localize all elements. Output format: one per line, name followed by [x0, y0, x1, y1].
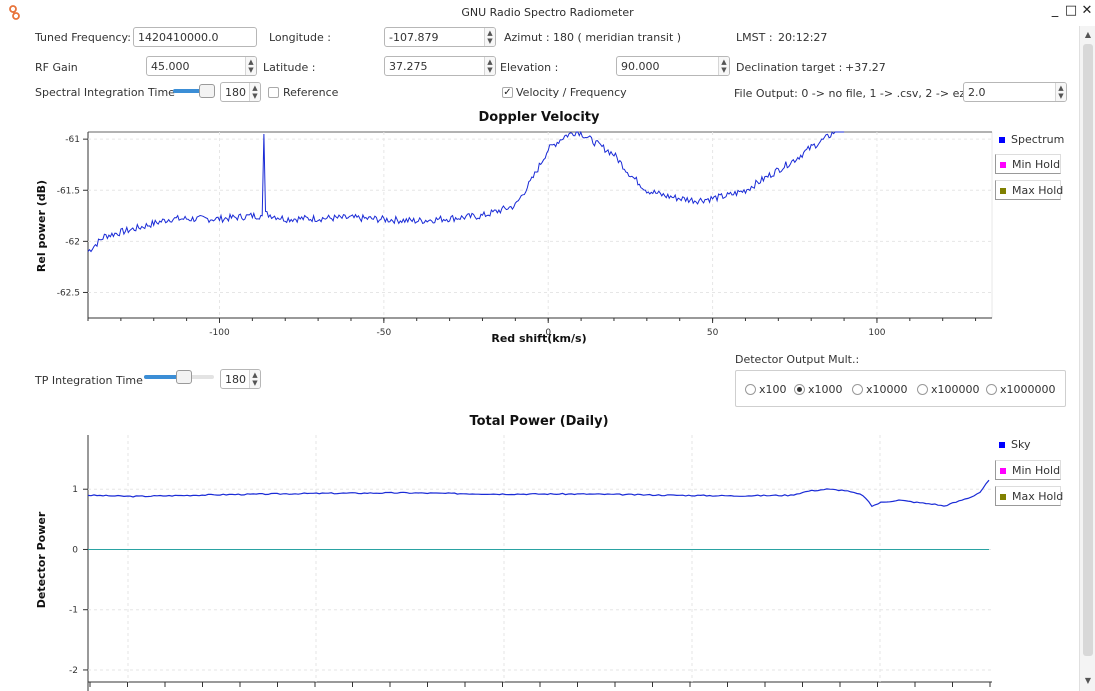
gnuradio-logo-icon — [9, 5, 20, 20]
file-output-label: File Output: 0 -> no file, 1 -> .csv, 2 … — [734, 87, 980, 100]
rf-gain-input[interactable]: 45.000 ▲ ▼ — [146, 56, 257, 76]
legend-tp-max-hold[interactable]: Max Hold — [995, 486, 1063, 506]
legend-max-hold[interactable]: Max Hold — [995, 180, 1063, 200]
spectrum-series-line — [87, 130, 845, 253]
declination-label: Declination target : — [736, 61, 843, 74]
detector-mult-group: x100 x1000 x10000 x100000 x1000000 — [735, 370, 1066, 407]
y-tick-label: -62 — [65, 237, 80, 247]
elevation-label: Elevation : — [500, 61, 559, 74]
spectral-integration-input[interactable]: 180 ▲ ▼ — [220, 82, 261, 102]
title-bar: GNU Radio Spectro Radiometer _ □ ✕ — [0, 0, 1095, 26]
y-tick-label: 0 — [72, 545, 78, 555]
tp-integration-input[interactable]: 180 ▲ ▼ — [220, 369, 261, 389]
lmst-label: LMST : — [736, 31, 773, 44]
latitude-input[interactable]: 37.275 ▲ ▼ — [384, 56, 496, 76]
spectral-integration-slider[interactable] — [173, 84, 215, 98]
radio-x100000[interactable] — [917, 384, 928, 395]
spectral-integration-label: Spectral Integration Time — [35, 86, 175, 99]
x-tick-label: 100 — [868, 328, 885, 338]
radio-x100000-label: x100000 — [931, 383, 980, 396]
minimize-button[interactable]: _ — [1051, 3, 1059, 18]
x-tick-label: -50 — [377, 328, 392, 338]
radio-x1000-label: x1000 — [808, 383, 843, 396]
close-button[interactable]: ✕ — [1081, 3, 1093, 18]
radio-x100[interactable] — [745, 384, 756, 395]
radio-x10000[interactable] — [852, 384, 863, 395]
tuned-frequency-input[interactable]: 1420410000.0 — [133, 27, 257, 47]
doppler-ylabel: Rel power (dB) — [35, 180, 48, 272]
total-power-canvas — [88, 435, 992, 685]
vertical-scrollbar[interactable]: ▲ ▼ — [1079, 26, 1095, 691]
tp-integration-label: TP Integration Time — [35, 374, 143, 387]
latitude-label: Latitude : — [263, 61, 316, 74]
velocity-frequency-label: Velocity / Frequency — [516, 86, 627, 99]
doppler-velocity-plot: Doppler Velocity -100 -50 0 50 100 -61 -61.5 -6… — [35, 110, 993, 345]
total-power-title: Total Power (Daily) — [469, 414, 608, 429]
scroll-up-icon[interactable]: ▲ — [1084, 30, 1092, 39]
radio-x100-label: x100 — [759, 383, 787, 396]
scroll-down-icon[interactable]: ▼ — [1084, 676, 1092, 685]
tp-integration-slider[interactable] — [144, 370, 214, 384]
reference-label: Reference — [283, 86, 339, 99]
file-output-input[interactable]: 2.0 ▲ ▼ — [963, 82, 1067, 102]
radio-x1000000[interactable] — [986, 384, 997, 395]
doppler-canvas — [87, 131, 993, 319]
velocity-frequency-checkbox[interactable]: ✓ — [502, 87, 513, 98]
longitude-input[interactable]: -107.879 ▲ ▼ — [384, 27, 496, 47]
y-tick-label: -61.5 — [57, 186, 80, 196]
declination-value: +37.27 — [845, 61, 886, 74]
radio-x1000000-label: x1000000 — [1000, 383, 1056, 396]
azimut-label: Azimut : 180 ( meridian transit ) — [504, 31, 682, 44]
main-content: Tuned Frequency: 1420410000.0 Longitude … — [27, 26, 1079, 691]
y-tick-label: -62.5 — [57, 288, 80, 298]
maximize-button[interactable]: □ — [1064, 3, 1078, 18]
x-tick-label: 50 — [707, 328, 719, 338]
detector-mult-label: Detector Output Mult.: — [735, 353, 860, 366]
slider-handle[interactable] — [176, 370, 192, 384]
legend-spectrum[interactable]: Spectrum — [995, 133, 1064, 146]
y-tick-label: -1 — [69, 606, 78, 616]
legend-min-hold[interactable]: Min Hold — [995, 154, 1061, 174]
tuned-frequency-label: Tuned Frequency: — [35, 31, 131, 44]
y-tick-label: -61 — [65, 135, 80, 145]
x-tick-label: 0 — [545, 328, 551, 338]
longitude-label: Longitude : — [269, 31, 331, 44]
doppler-title: Doppler Velocity — [479, 110, 600, 125]
total-power-ylabel: Detector Power — [35, 511, 48, 608]
radio-x10000-label: x10000 — [866, 383, 908, 396]
legend-tp-min-hold[interactable]: Min Hold — [995, 460, 1061, 480]
scrollbar-thumb[interactable] — [1083, 44, 1093, 656]
lmst-value: 20:12:27 — [778, 31, 828, 44]
x-tick-label: -100 — [209, 328, 230, 338]
y-tick-label: 1 — [72, 485, 78, 495]
slider-handle[interactable] — [199, 84, 215, 98]
elevation-input[interactable]: 90.000 ▲ ▼ — [616, 56, 730, 76]
y-tick-label: -2 — [69, 666, 78, 676]
legend-sky[interactable]: Sky — [995, 438, 1030, 451]
reference-checkbox[interactable] — [268, 87, 279, 98]
doppler-xlabel: Red shift(km/s) — [491, 332, 586, 345]
window-title: GNU Radio Spectro Radiometer — [461, 6, 634, 19]
rf-gain-label: RF Gain — [35, 61, 78, 74]
sky-series-line — [87, 479, 990, 508]
radio-x1000[interactable] — [794, 384, 805, 395]
total-power-plot: Total Power (Daily) 1 0 -1 -2 Detector Powe… — [35, 414, 992, 691]
